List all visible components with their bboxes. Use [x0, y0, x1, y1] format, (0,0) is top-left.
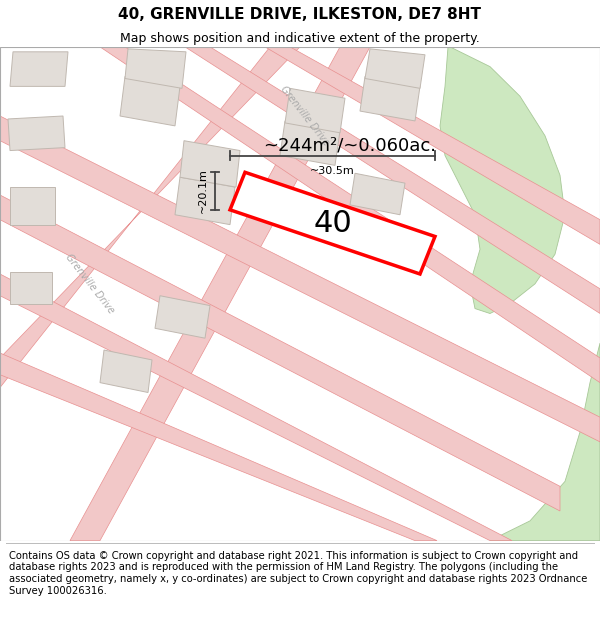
Text: 40: 40: [313, 209, 352, 238]
Polygon shape: [8, 116, 65, 151]
Polygon shape: [365, 49, 425, 88]
Text: 40, GRENVILLE DRIVE, ILKESTON, DE7 8HT: 40, GRENVILLE DRIVE, ILKESTON, DE7 8HT: [119, 6, 482, 21]
Text: Grenville Drive: Grenville Drive: [64, 252, 116, 316]
Text: ~20.1m: ~20.1m: [198, 169, 208, 214]
Polygon shape: [230, 173, 435, 274]
Polygon shape: [0, 47, 300, 388]
Polygon shape: [185, 47, 600, 314]
Polygon shape: [265, 47, 600, 244]
Polygon shape: [70, 47, 370, 541]
Polygon shape: [0, 195, 560, 511]
Polygon shape: [175, 177, 235, 224]
Polygon shape: [180, 141, 240, 187]
Polygon shape: [100, 350, 152, 392]
Polygon shape: [120, 76, 180, 126]
Text: ~30.5m: ~30.5m: [310, 166, 355, 176]
Text: Contains OS data © Crown copyright and database right 2021. This information is : Contains OS data © Crown copyright and d…: [9, 551, 587, 596]
Polygon shape: [10, 52, 68, 86]
Polygon shape: [360, 76, 420, 121]
Polygon shape: [10, 272, 52, 304]
Polygon shape: [350, 173, 405, 215]
Polygon shape: [0, 274, 512, 541]
Polygon shape: [490, 343, 600, 541]
Text: Grenville Drive: Grenville Drive: [278, 84, 331, 148]
Text: ~244m²/~0.060ac.: ~244m²/~0.060ac.: [263, 137, 437, 154]
Polygon shape: [125, 49, 186, 88]
Polygon shape: [440, 47, 565, 314]
Polygon shape: [285, 88, 345, 132]
Polygon shape: [280, 121, 340, 166]
Polygon shape: [100, 47, 600, 382]
Polygon shape: [0, 353, 437, 541]
Polygon shape: [10, 187, 55, 224]
Polygon shape: [0, 116, 600, 442]
Polygon shape: [155, 296, 210, 338]
Text: Map shows position and indicative extent of the property.: Map shows position and indicative extent…: [120, 32, 480, 45]
